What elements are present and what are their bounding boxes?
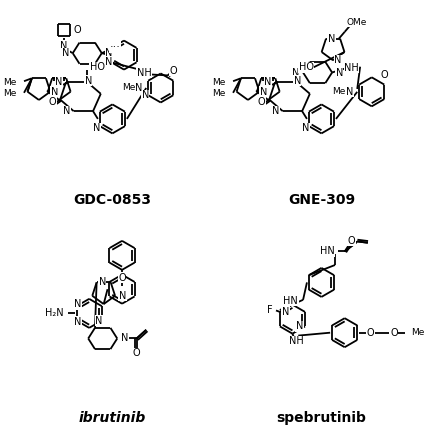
Text: ···: ···: [110, 42, 121, 52]
Text: O: O: [118, 273, 126, 282]
Text: H₂N: H₂N: [45, 308, 64, 319]
Text: OMe: OMe: [346, 18, 366, 27]
Text: HN: HN: [320, 246, 335, 257]
Text: N: N: [260, 87, 267, 97]
Text: HO: HO: [90, 62, 105, 72]
Text: O: O: [48, 98, 56, 107]
Text: F: F: [268, 305, 273, 315]
Text: N: N: [272, 106, 279, 116]
Text: N: N: [85, 76, 92, 86]
Text: ibrutinib: ibrutinib: [79, 411, 146, 425]
Text: N: N: [99, 277, 106, 287]
Text: N: N: [74, 299, 81, 309]
Text: N: N: [335, 67, 343, 77]
Text: NH: NH: [289, 337, 304, 346]
Text: N: N: [296, 321, 303, 331]
Text: Me: Me: [212, 89, 225, 98]
Text: NH: NH: [137, 67, 152, 77]
Text: GNE-309: GNE-309: [288, 193, 355, 207]
Text: N: N: [302, 123, 310, 133]
Text: N: N: [282, 307, 289, 317]
Text: N: N: [293, 76, 301, 86]
Text: N: N: [55, 77, 63, 87]
Text: N: N: [60, 41, 68, 51]
Text: N: N: [63, 106, 70, 116]
Text: N: N: [328, 33, 335, 44]
Text: O: O: [73, 25, 81, 35]
Text: O: O: [347, 236, 355, 246]
Text: N: N: [334, 55, 341, 65]
Text: NH: NH: [344, 62, 359, 73]
Text: O: O: [133, 348, 140, 358]
Text: N: N: [346, 87, 353, 97]
Text: HN: HN: [284, 296, 298, 306]
Text: O: O: [390, 328, 398, 337]
Text: N: N: [62, 48, 69, 58]
Text: GDC-0853: GDC-0853: [73, 193, 151, 207]
Text: Me: Me: [332, 87, 346, 96]
Text: N: N: [51, 87, 58, 97]
Text: N: N: [95, 315, 103, 326]
Text: HO: HO: [299, 62, 314, 72]
Text: O: O: [258, 98, 265, 107]
Text: Me: Me: [3, 89, 16, 98]
Text: N: N: [93, 123, 101, 133]
Text: Me: Me: [3, 78, 16, 87]
Text: N: N: [135, 83, 142, 93]
Text: N: N: [292, 67, 299, 77]
Text: N: N: [142, 90, 149, 100]
Text: N: N: [74, 316, 81, 326]
Text: Me: Me: [212, 78, 225, 87]
Text: spebrutinib: spebrutinib: [277, 411, 366, 425]
Text: N: N: [264, 77, 272, 87]
Text: Me: Me: [411, 328, 425, 337]
Text: N: N: [119, 291, 126, 301]
Text: N: N: [105, 57, 112, 67]
Text: O: O: [170, 66, 178, 76]
Text: Me: Me: [122, 84, 136, 92]
Text: O: O: [380, 70, 388, 81]
Text: N: N: [121, 334, 128, 344]
Text: N: N: [105, 48, 112, 58]
Text: O: O: [367, 328, 375, 337]
